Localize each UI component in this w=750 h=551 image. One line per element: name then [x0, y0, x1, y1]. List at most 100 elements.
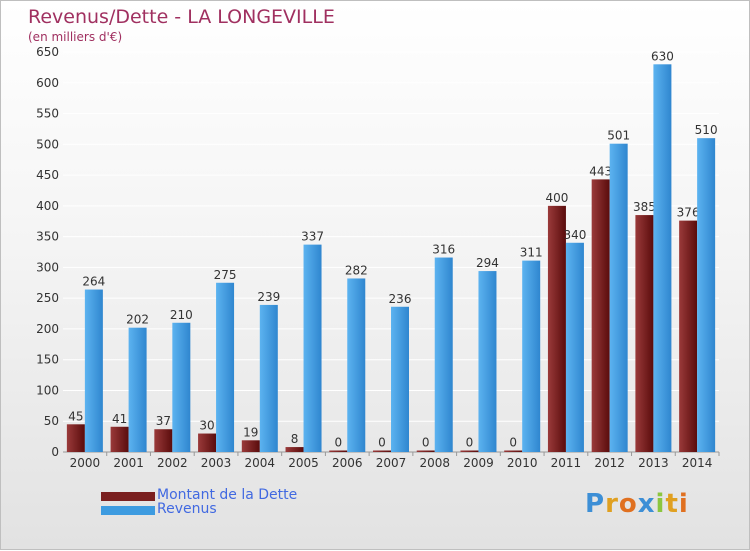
- bar-dette: [373, 450, 391, 452]
- bar-dette: [504, 450, 523, 452]
- y-tick-label: 300: [36, 260, 59, 274]
- logo-letter: o: [618, 489, 638, 519]
- y-tick-label: 650: [36, 45, 59, 59]
- bar-dette: [285, 447, 304, 452]
- legend-label-dette: Montant de la Dette: [157, 487, 298, 503]
- data-label: 337: [301, 230, 324, 244]
- chart-title: Revenus/Dette - LA LONGEVILLE: [28, 6, 335, 28]
- logo-letter: P: [585, 489, 606, 519]
- y-tick-label: 600: [36, 76, 59, 90]
- bar-revenus: [303, 244, 322, 452]
- y-tick-label: 0: [51, 445, 59, 459]
- bar-revenus: [609, 143, 628, 452]
- bar-dette: [198, 433, 217, 452]
- x-tick-label: 2014: [682, 456, 713, 470]
- x-tick-label: 2003: [201, 456, 232, 470]
- legend-swatch-revenus: [101, 506, 155, 515]
- x-tick-label: 2007: [376, 456, 407, 470]
- x-tick-label: 2009: [463, 456, 494, 470]
- x-tick-label: 2001: [113, 456, 144, 470]
- data-label: 275: [214, 268, 237, 282]
- bar-dette: [416, 450, 435, 452]
- y-tick-label: 400: [36, 199, 59, 213]
- bar-revenus: [172, 322, 191, 452]
- data-label: 282: [345, 263, 368, 277]
- data-label: 8: [291, 432, 299, 446]
- x-tick-label: 2013: [638, 456, 669, 470]
- data-label: 630: [651, 49, 674, 63]
- y-tick-label: 250: [36, 291, 59, 305]
- data-label: 202: [126, 313, 149, 327]
- y-tick-label: 550: [36, 107, 59, 121]
- data-label: 45: [68, 409, 83, 423]
- x-tick-label: 2006: [332, 456, 363, 470]
- bar-revenus: [84, 289, 103, 452]
- y-tick-label: 150: [36, 353, 59, 367]
- data-label: 510: [695, 123, 718, 137]
- proxiti-logo: Proxiti: [585, 489, 689, 519]
- logo-letter: i: [655, 489, 666, 519]
- x-tick-label: 2010: [507, 456, 538, 470]
- bar-revenus: [653, 64, 672, 453]
- y-tick-label: 500: [36, 137, 59, 151]
- data-label: 0: [422, 436, 430, 450]
- chart-subtitle: (en milliers d'€): [28, 30, 123, 44]
- legend-swatch-dette: [101, 492, 155, 501]
- data-label: 264: [82, 275, 105, 289]
- legend-item-revenus: Revenus: [101, 501, 301, 518]
- bar-dette: [154, 429, 173, 452]
- data-label: 316: [432, 243, 455, 257]
- data-label: 0: [378, 436, 386, 450]
- data-label: 311: [520, 246, 543, 260]
- y-tick-label: 350: [36, 230, 59, 244]
- bar-dette: [66, 424, 85, 452]
- data-label: 239: [257, 290, 280, 304]
- logo-letter: t: [665, 489, 679, 519]
- data-label: 385: [633, 200, 656, 214]
- bar-dette: [591, 179, 610, 452]
- data-label: 376: [677, 206, 700, 220]
- legend-label-revenus: Revenus: [157, 501, 217, 517]
- data-label: 443: [589, 164, 612, 178]
- bar-revenus: [434, 257, 453, 452]
- data-label: 340: [563, 228, 586, 242]
- bar-revenus: [565, 242, 584, 452]
- bar-revenus: [259, 304, 278, 452]
- bar-revenus: [522, 260, 541, 452]
- bar-dette: [241, 440, 260, 452]
- data-label: 294: [476, 256, 499, 270]
- bar-dette: [635, 215, 654, 452]
- data-label: 501: [607, 129, 630, 143]
- bar-revenus: [128, 327, 147, 452]
- x-tick-label: 2012: [594, 456, 625, 470]
- logo-letter: r: [605, 489, 619, 519]
- bar-revenus: [391, 306, 409, 452]
- bar-dette: [460, 450, 479, 452]
- data-label: 19: [243, 425, 258, 439]
- x-tick-label: 2004: [245, 456, 276, 470]
- x-tick-label: 2002: [157, 456, 188, 470]
- bar-dette: [329, 450, 348, 452]
- y-tick-label: 50: [44, 414, 59, 428]
- bar-revenus: [216, 282, 235, 452]
- bar-dette: [110, 426, 129, 452]
- data-label: 0: [466, 436, 474, 450]
- bar-revenus: [478, 271, 497, 452]
- logo-letter: i: [678, 489, 689, 519]
- bar-revenus: [347, 278, 366, 452]
- data-label: 236: [389, 292, 412, 306]
- bar-revenus: [697, 138, 716, 452]
- data-label: 400: [545, 191, 568, 205]
- bar-dette: [679, 220, 698, 452]
- x-tick-label: 2005: [288, 456, 319, 470]
- logo-letter: x: [637, 489, 656, 519]
- data-label: 30: [199, 419, 214, 433]
- x-tick-label: 2000: [70, 456, 101, 470]
- data-label: 41: [112, 412, 127, 426]
- y-tick-label: 200: [36, 322, 59, 336]
- legend-item-dette: Montant de la Dette: [101, 487, 301, 504]
- data-label: 37: [156, 414, 171, 428]
- data-label: 0: [509, 436, 517, 450]
